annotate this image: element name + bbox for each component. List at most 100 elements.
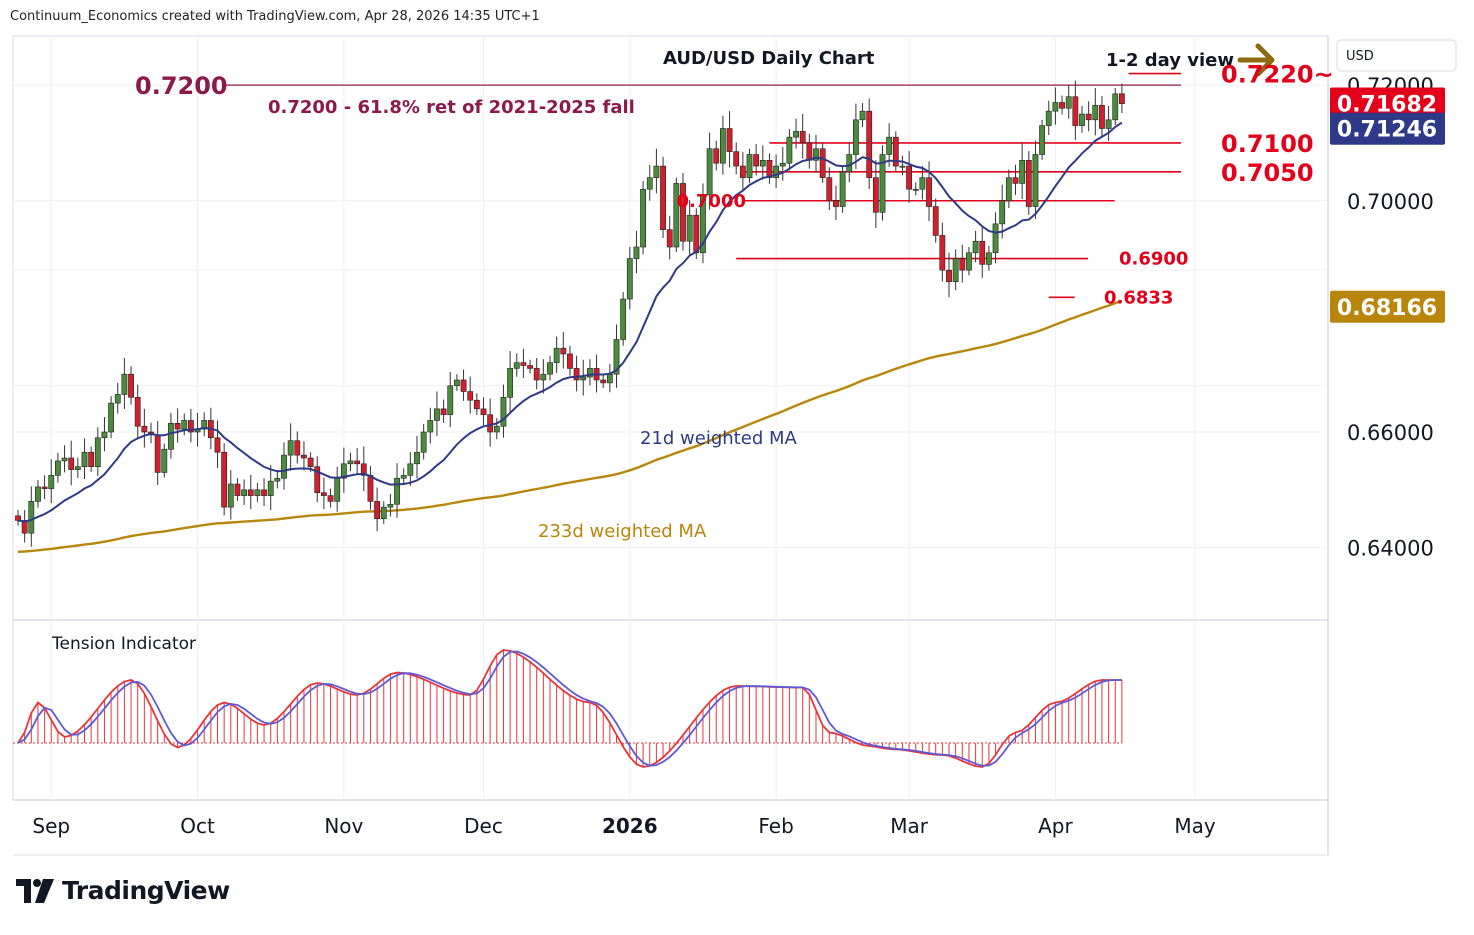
candle-up	[640, 188, 646, 248]
candle-up	[81, 451, 88, 467]
ma21-label: 21d weighted MA	[640, 428, 797, 449]
candle-up	[114, 394, 121, 404]
candle-down	[247, 489, 254, 496]
candle-down	[892, 136, 899, 167]
plot-frame	[12, 35, 1329, 801]
candle-up	[181, 420, 188, 430]
candle-up	[633, 246, 640, 259]
candle-up	[1039, 125, 1045, 155]
candle-down	[1119, 93, 1125, 104]
x-tick-label-2026: 2026	[602, 814, 658, 838]
candle-down	[68, 457, 75, 470]
candle-up	[653, 165, 660, 178]
candle-up	[952, 258, 959, 282]
candle-up	[48, 475, 55, 489]
candle-down	[41, 486, 48, 489]
candle-down	[739, 165, 746, 178]
candle-up	[746, 154, 753, 178]
candle-up	[686, 214, 693, 242]
candle-down	[128, 373, 134, 398]
candle-up	[700, 194, 706, 254]
candle-up	[626, 258, 633, 300]
level-label-7050: 0.7050	[1221, 159, 1314, 187]
candle-down	[680, 183, 686, 242]
candle-down	[806, 142, 813, 161]
candle-down	[320, 492, 327, 496]
candle-down	[733, 151, 740, 167]
candle-up	[1052, 102, 1059, 112]
candle-down	[1099, 105, 1105, 129]
candle-down	[261, 489, 267, 496]
candle-up	[919, 177, 926, 190]
candle-down	[487, 414, 494, 433]
candle-down	[1072, 96, 1079, 126]
price-badge-label: 0.71246	[1337, 118, 1437, 143]
candle-down	[214, 437, 221, 453]
candle-up	[852, 119, 859, 155]
candle-up	[241, 489, 247, 496]
candle-down	[573, 368, 580, 381]
candle-up	[580, 376, 587, 381]
candle-up	[334, 477, 341, 502]
candle-up	[620, 298, 627, 340]
candle-down	[713, 148, 720, 164]
candle-down	[666, 229, 673, 248]
ma233-label: 233d weighted MA	[538, 521, 707, 542]
candle-up	[1019, 159, 1026, 184]
candle-down	[527, 365, 533, 369]
candle-down	[294, 440, 301, 456]
candle-up	[447, 385, 454, 415]
candle-down	[932, 206, 939, 236]
level-label-6833: 0.6833	[1104, 287, 1173, 308]
candle-down	[906, 165, 912, 190]
candle-down	[221, 451, 228, 508]
candle-up	[387, 503, 394, 508]
candle-up	[407, 463, 414, 476]
candle-up	[28, 501, 35, 534]
tension-slow-line	[17, 650, 1122, 767]
candle-up	[101, 431, 108, 439]
candle-up	[108, 402, 114, 433]
tension-title: Tension Indicator	[51, 634, 196, 654]
candle-up	[201, 420, 208, 430]
price-badge-1	[1330, 112, 1445, 145]
candle-down	[480, 408, 487, 415]
candle-up	[839, 171, 846, 207]
level-label-6900: 0.6900	[1119, 249, 1188, 270]
candle-down	[174, 423, 181, 430]
candle-down	[234, 483, 241, 496]
candle-down	[460, 379, 467, 392]
brand-name: TradingView	[62, 876, 230, 905]
candle-up	[287, 440, 294, 456]
candle-down	[440, 408, 447, 415]
candle-up	[886, 136, 893, 155]
candle-up	[646, 177, 653, 190]
candle-down	[1025, 159, 1032, 207]
candle-down	[188, 420, 194, 433]
candle-up	[1079, 113, 1085, 126]
price-badge-2	[1330, 290, 1445, 323]
candle-down	[15, 515, 21, 521]
candle-down	[693, 214, 700, 254]
candle-up	[434, 408, 440, 421]
candle-up	[121, 373, 128, 395]
view-label: 1-2 day view	[1106, 50, 1234, 71]
candle-down	[979, 240, 986, 265]
candle-down	[533, 368, 540, 381]
candle-down	[467, 391, 474, 401]
candle-up	[453, 379, 460, 387]
candle-up	[267, 480, 274, 496]
candle-up	[813, 148, 819, 161]
candle-up	[507, 368, 513, 398]
candle-up	[613, 339, 620, 375]
candle-up	[414, 451, 420, 465]
level-label-7100: 0.7100	[1221, 130, 1314, 158]
tradingview-brand[interactable]: TradingView	[16, 876, 230, 905]
candle-down	[21, 520, 28, 534]
candle-down	[141, 425, 148, 433]
candle-down	[307, 457, 314, 467]
candle-up	[992, 223, 999, 254]
y-tick-label: 0.66000	[1347, 421, 1434, 445]
